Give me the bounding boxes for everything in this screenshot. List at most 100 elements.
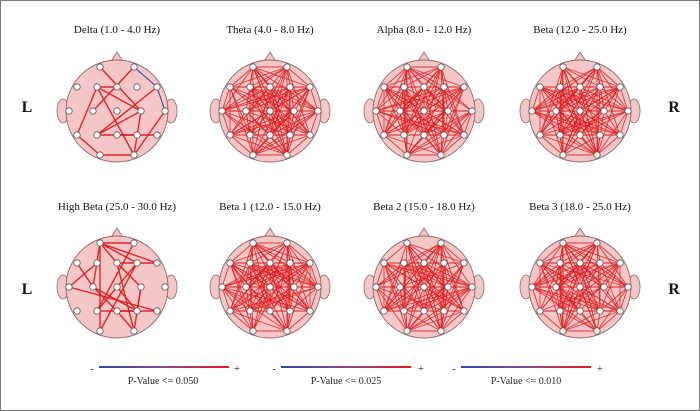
positive-link	[293, 86, 311, 112]
connectivity-lines	[375, 66, 473, 156]
positive-link	[559, 286, 581, 312]
electrode	[420, 259, 428, 267]
electrode	[536, 259, 544, 267]
positive-link	[596, 310, 621, 332]
positive-link	[286, 66, 311, 88]
positive-link	[406, 134, 465, 156]
electrode	[420, 107, 428, 115]
positive-link	[229, 134, 254, 156]
positive-link	[562, 134, 601, 156]
positive-link	[221, 86, 271, 112]
positive-link	[383, 286, 425, 312]
positive-link	[559, 66, 598, 88]
electrode	[73, 259, 81, 267]
positive-link	[531, 110, 621, 136]
positive-link	[309, 110, 319, 136]
positive-link	[383, 262, 401, 288]
positive-link	[443, 110, 449, 136]
positive-link	[245, 110, 288, 156]
electrode	[249, 239, 257, 247]
electrode	[314, 283, 322, 291]
electrode	[137, 283, 145, 291]
positive-link	[562, 110, 581, 156]
electrode	[460, 83, 468, 91]
positive-link	[286, 134, 311, 156]
electrode	[133, 259, 141, 267]
positive-link	[562, 134, 581, 156]
positive-link	[440, 286, 473, 332]
positive-link	[603, 262, 621, 288]
positive-link	[406, 242, 473, 288]
electrode	[444, 283, 452, 291]
positive-link	[579, 110, 601, 136]
electrode	[113, 83, 121, 91]
positive-link	[383, 66, 442, 88]
positive-link	[399, 110, 442, 156]
positive-link	[579, 110, 621, 136]
electrode	[576, 283, 584, 291]
electrode	[576, 259, 584, 267]
panel-title-beta: Beta (12.0 - 25.0 Hz)	[533, 24, 627, 36]
positive-link	[599, 286, 629, 312]
electrode	[528, 107, 536, 115]
positive-link	[249, 66, 288, 88]
positive-link	[249, 110, 271, 136]
legend-p-0010: - + P-Value <= 0.010	[452, 364, 603, 387]
positive-link	[375, 262, 385, 288]
positive-link	[286, 310, 311, 332]
electrode	[246, 307, 254, 315]
positive-link	[406, 286, 473, 332]
electrode	[266, 307, 274, 315]
panel-title-high-beta: High Beta (25.0 - 30.0 Hz)	[58, 201, 177, 213]
head-map-beta-1	[209, 227, 331, 339]
positive-link	[596, 286, 629, 332]
positive-link	[383, 134, 442, 156]
positive-link	[252, 134, 311, 156]
positive-link	[245, 86, 291, 112]
positive-link	[406, 310, 445, 332]
panel-title-beta-2: Beta 2 (15.0 - 18.0 Hz)	[373, 201, 475, 213]
positive-link	[269, 134, 288, 156]
positive-link	[406, 110, 425, 156]
electrode	[113, 307, 121, 315]
positive-link	[555, 262, 561, 288]
electrode	[133, 307, 141, 315]
positive-link	[249, 134, 288, 156]
electrode	[283, 239, 291, 247]
positive-link	[249, 242, 288, 264]
electrode	[73, 131, 81, 139]
electrode	[576, 307, 584, 315]
electrode	[218, 283, 226, 291]
electrode	[113, 283, 121, 291]
positive-link	[229, 286, 271, 312]
electrode	[226, 307, 234, 315]
positive-link	[99, 262, 138, 332]
positive-link	[229, 310, 254, 332]
positive-link	[406, 310, 425, 332]
positive-link	[383, 66, 408, 88]
electrode	[242, 107, 250, 115]
electrode	[403, 151, 411, 159]
positive-link	[76, 86, 98, 136]
electrode	[65, 283, 73, 291]
electrode	[556, 259, 564, 267]
electrode	[113, 131, 121, 139]
positive-link	[531, 86, 541, 112]
positive-link	[252, 242, 311, 264]
positive-link	[252, 242, 291, 264]
positive-link	[423, 310, 442, 332]
electrode	[306, 131, 314, 139]
positive-link	[229, 262, 247, 288]
positive-link	[596, 242, 601, 312]
positive-link	[531, 86, 621, 112]
positive-link	[383, 286, 473, 312]
positive-link	[555, 286, 598, 332]
electrode	[161, 107, 169, 115]
positive-link	[406, 66, 445, 88]
electrode	[306, 83, 314, 91]
electrode	[133, 83, 141, 91]
electrode	[380, 307, 388, 315]
positive-link	[531, 286, 601, 312]
positive-link	[221, 286, 231, 312]
electrode	[596, 307, 604, 315]
